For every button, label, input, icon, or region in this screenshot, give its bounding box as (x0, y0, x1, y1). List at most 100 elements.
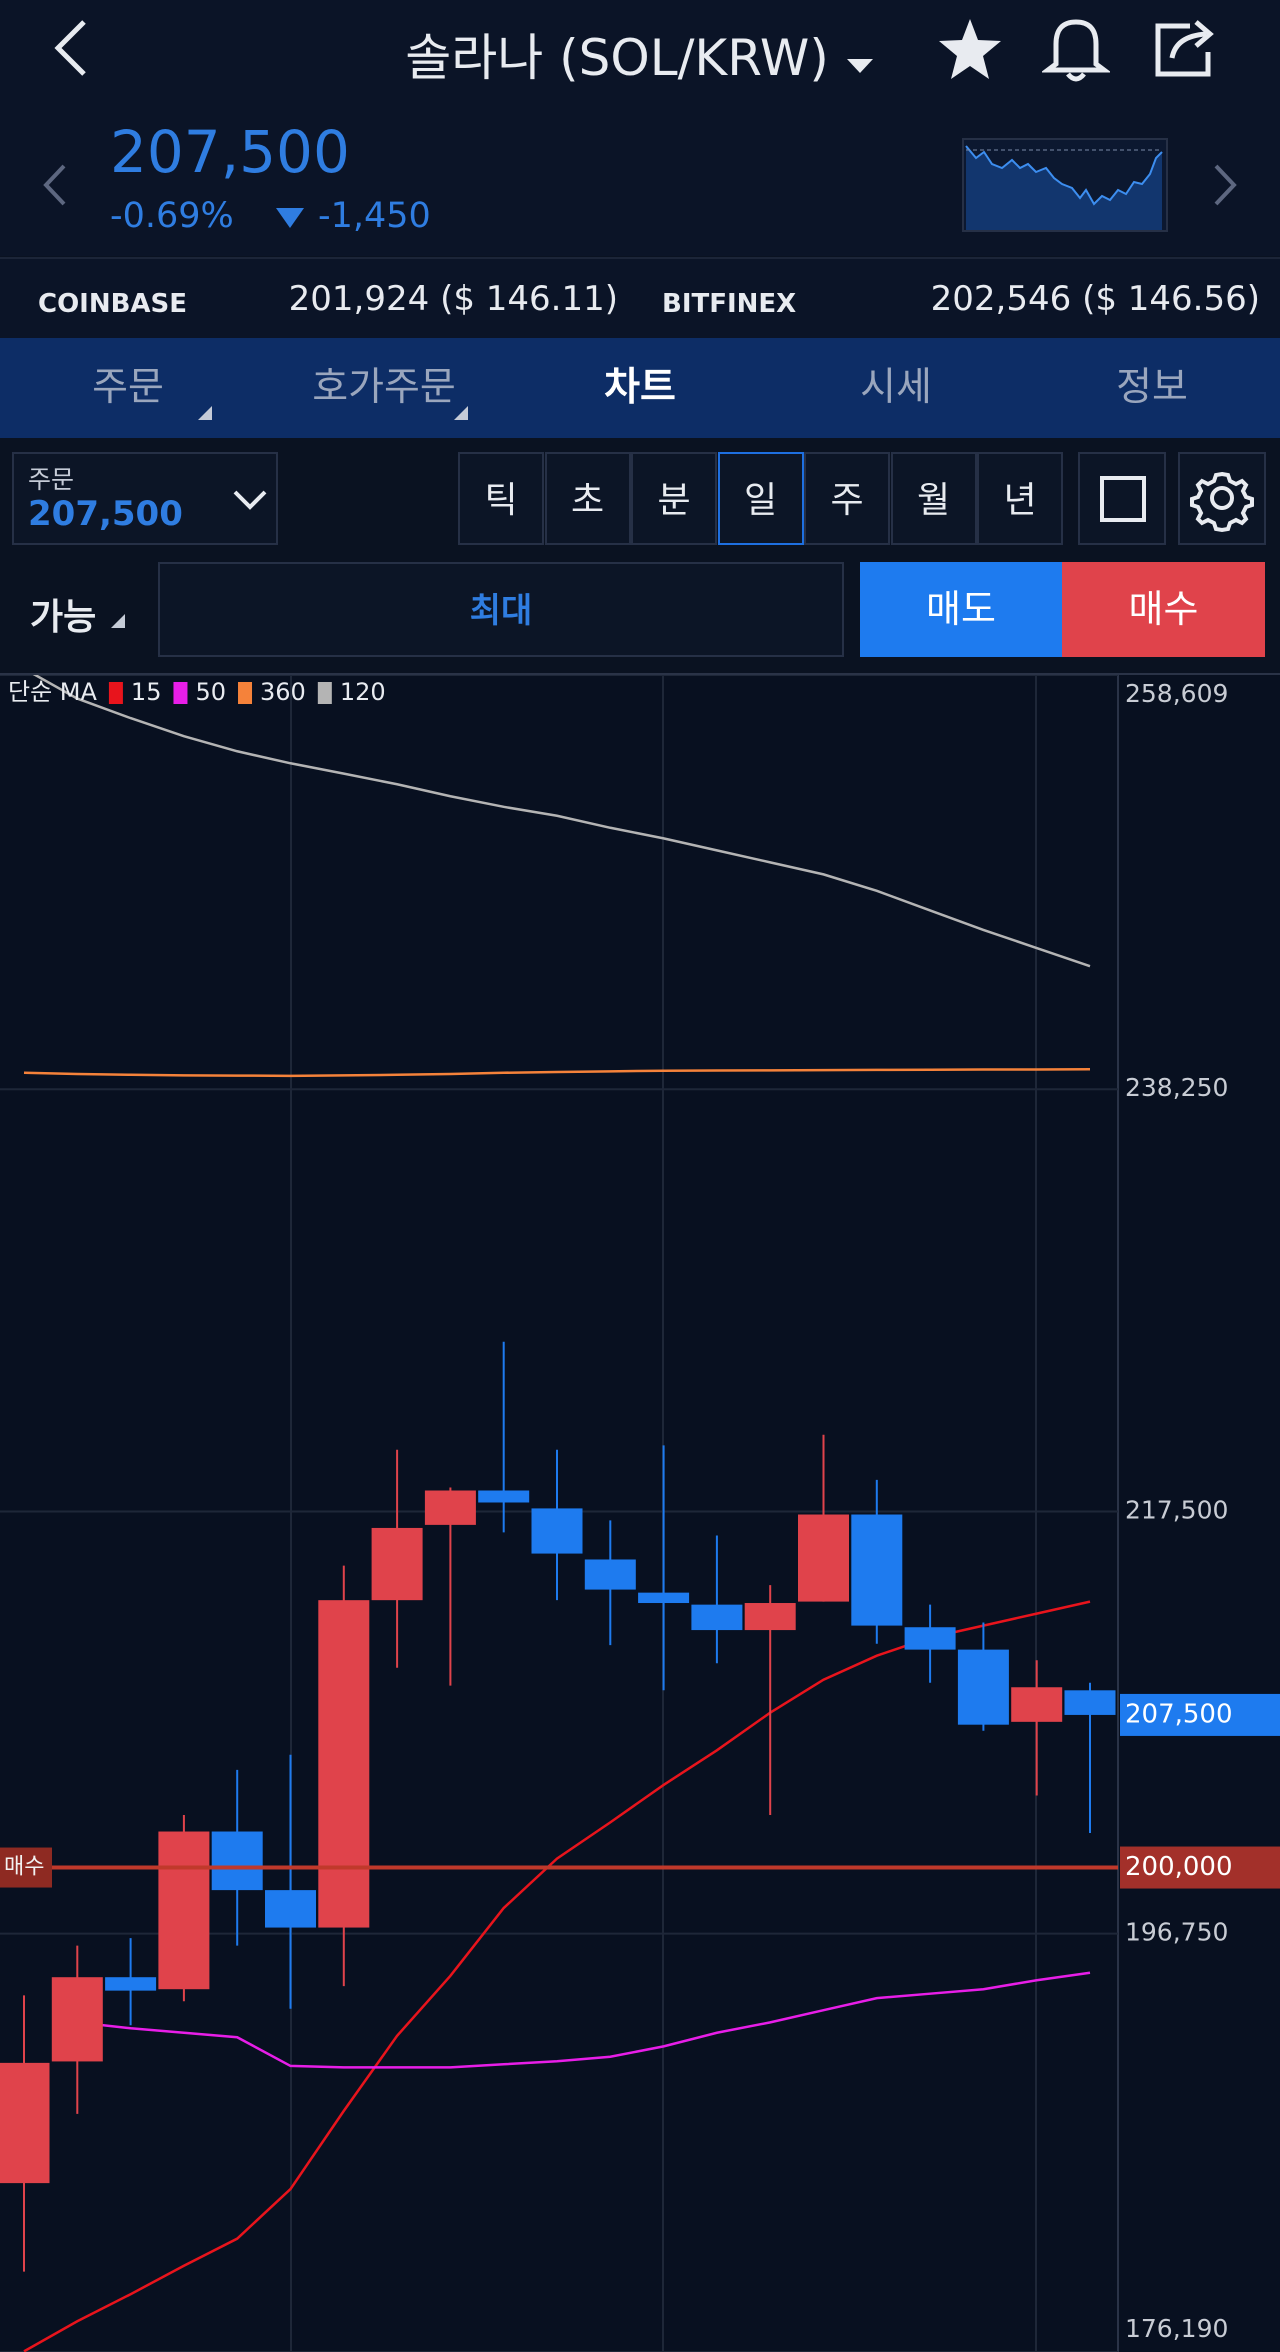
tab-label: 시세 (860, 365, 932, 410)
period-button[interactable]: 월 (890, 452, 977, 545)
ma-line (77, 1971, 1091, 2069)
candle-body (51, 1977, 103, 2062)
legend-title: 단순 MA (8, 678, 97, 706)
chevron-down (233, 490, 267, 510)
menu-triangle (198, 406, 212, 420)
candle-body (0, 2062, 50, 2184)
y-tick-label: 217,500 (1125, 1495, 1228, 1524)
tab[interactable]: 차트 (512, 338, 768, 438)
candle-body (105, 1977, 157, 1991)
order-label: 주문 (28, 465, 75, 494)
candle-body (904, 1627, 956, 1650)
max-button[interactable]: 최대 (158, 562, 844, 657)
down-arrow (276, 208, 304, 228)
gear-icon (1190, 471, 1254, 533)
current-price: 207,500 (110, 118, 350, 186)
y-tick-label: 196,750 (1125, 1918, 1228, 1947)
candle-body (1011, 1687, 1063, 1722)
exchange-quote: 202,546 ($ 146.56) (930, 279, 1260, 319)
tab[interactable]: 정보 (1024, 338, 1280, 438)
exchange-name: COINBASE (38, 289, 188, 319)
order-price-box (1120, 1846, 1280, 1889)
legend-label: 360 (260, 678, 306, 706)
period-button[interactable]: 초 (544, 452, 631, 545)
candle-body (1064, 1690, 1116, 1715)
period-button[interactable]: 년 (977, 452, 1063, 545)
back-button[interactable] (50, 18, 90, 78)
chart-background (0, 675, 1280, 2352)
change-amount: -1,450 (318, 196, 431, 236)
legend: 단순 MA 15 50 360 120 (8, 678, 386, 706)
candle-body (584, 1559, 636, 1590)
exchange-quote: 201,924 ($ 146.11) (288, 279, 618, 319)
sparkline[interactable] (962, 138, 1168, 232)
available-label: 가능 (30, 597, 97, 638)
current-price-label: 207,500 (1125, 1699, 1233, 1729)
candle-body (531, 1508, 583, 1554)
order-select[interactable]: 주문 207,500 (12, 452, 278, 545)
legend-swatch (317, 682, 332, 704)
y-tick-label: 238,250 (1125, 1073, 1228, 1102)
sell-button[interactable]: 매도 (860, 562, 1062, 657)
period-button[interactable]: 주 (804, 452, 890, 545)
menu-triangle (110, 614, 125, 628)
candle-body (211, 1831, 263, 1891)
tab-bar: 주문 호가주문 차트 시세 정보 (0, 338, 1280, 438)
change-percent: -0.69% (110, 196, 234, 236)
buy-button[interactable]: 매수 (1062, 562, 1265, 657)
legend-swatch (173, 682, 188, 704)
alert-button[interactable] (1042, 14, 1110, 84)
candle-body (478, 1490, 530, 1503)
plot-area (0, 675, 1118, 2352)
y-tick-label: 176,190 (1125, 2314, 1228, 2343)
square-icon (1100, 476, 1146, 522)
period-button[interactable]: 분 (631, 452, 717, 545)
title[interactable]: 솔라나 (SOL/KRW) (0, 18, 1280, 90)
candle-body (371, 1527, 423, 1601)
candle-body (265, 1890, 316, 1928)
candle-body (691, 1604, 743, 1631)
share-button[interactable] (1150, 14, 1220, 80)
tab-label: 호가주문 (312, 365, 456, 410)
legend-label: 120 (340, 678, 386, 706)
candle-body (424, 1490, 476, 1525)
divider (0, 673, 1280, 675)
period-button[interactable]: 일 (717, 452, 804, 545)
prev-button[interactable] (40, 160, 70, 210)
candlestick-chart: 258,609 238,250 217,500 196,750 176,190 매수 200… (0, 675, 1280, 2352)
favorite-button[interactable] (936, 16, 1004, 82)
legend-label: 15 (131, 678, 162, 706)
order-tag (0, 1847, 52, 1888)
menu-triangle (454, 406, 468, 420)
period-button[interactable]: 틱 (458, 452, 544, 545)
candle-body (957, 1649, 1009, 1725)
layout-button[interactable] (1078, 452, 1166, 545)
settings-button[interactable] (1178, 452, 1266, 545)
next-button[interactable] (1210, 160, 1240, 210)
candle-body (744, 1603, 796, 1631)
legend-label: 50 (195, 678, 226, 706)
ma-line (23, 1068, 1091, 1078)
tab[interactable]: 시세 (768, 338, 1024, 438)
tab-label: 정보 (1116, 365, 1188, 410)
available-toggle[interactable]: 가능 (30, 588, 127, 640)
order-price-label: 200,000 (1125, 1852, 1233, 1882)
candle-body (158, 1831, 210, 1990)
ma-line (32, 675, 1091, 968)
exchange-name: BITFINEX (662, 289, 797, 319)
legend-swatch (238, 682, 253, 704)
y-tick-label: 258,609 (1125, 679, 1228, 708)
candle-body (851, 1514, 903, 1626)
dropdown-icon (846, 59, 873, 73)
candle-body (638, 1592, 690, 1604)
legend-swatch (108, 682, 123, 704)
tab[interactable]: 주문 (0, 338, 256, 438)
tab[interactable]: 호가주문 (256, 338, 512, 438)
current-price-box (1120, 1693, 1280, 1736)
title-text: 솔라나 (SOL/KRW) (405, 29, 829, 87)
order-price: 207,500 (28, 494, 183, 534)
order-tag-label: 매수 (4, 1855, 44, 1880)
candle-body (318, 1600, 370, 1928)
